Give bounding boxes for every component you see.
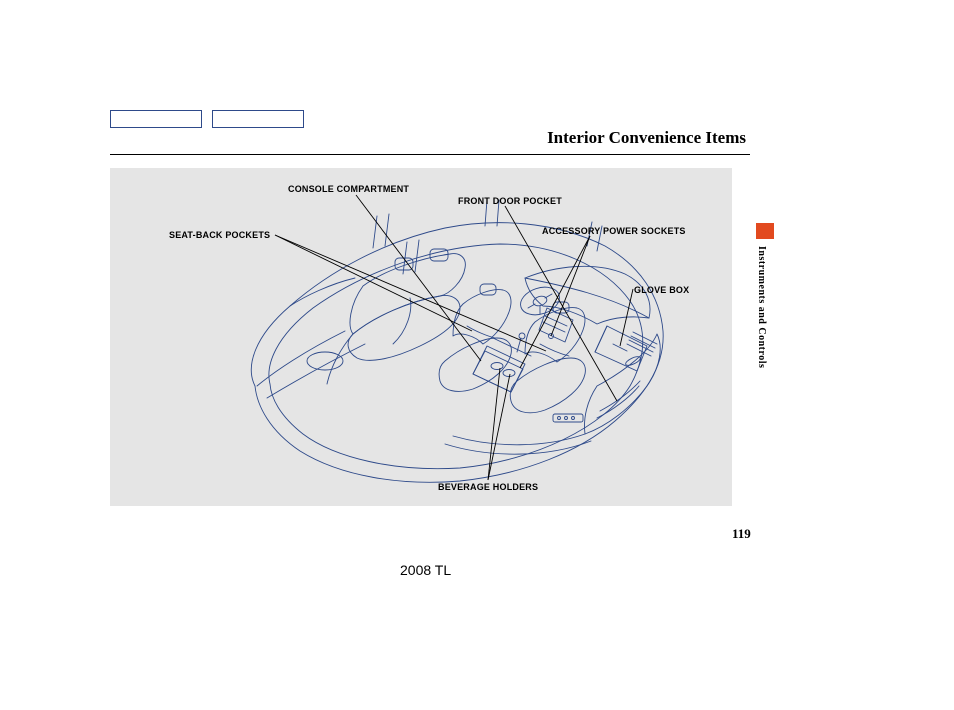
model-year: 2008 TL — [400, 562, 451, 578]
page-title: Interior Convenience Items — [110, 128, 750, 155]
top-placeholder-boxes — [110, 110, 304, 128]
callout-beverage-holders: BEVERAGE HOLDERS — [438, 482, 538, 492]
callout-accessory-power-sockets: ACCESSORY POWER SOCKETS — [542, 226, 686, 236]
callout-console-compartment: CONSOLE COMPARTMENT — [288, 184, 409, 194]
callout-front-door-pocket: FRONT DOOR POCKET — [458, 196, 562, 206]
title-row: Interior Convenience Items — [110, 128, 750, 155]
callout-glove-box: GLOVE BOX — [634, 285, 689, 295]
placeholder-box — [212, 110, 304, 128]
section-tab — [756, 223, 774, 239]
callout-seat-back-pockets: SEAT-BACK POCKETS — [169, 230, 270, 240]
placeholder-box — [110, 110, 202, 128]
section-label: Instruments and Controls — [756, 246, 767, 368]
diagram-panel: CONSOLE COMPARTMENT FRONT DOOR POCKET SE… — [110, 168, 732, 506]
page-number: 119 — [732, 526, 751, 542]
